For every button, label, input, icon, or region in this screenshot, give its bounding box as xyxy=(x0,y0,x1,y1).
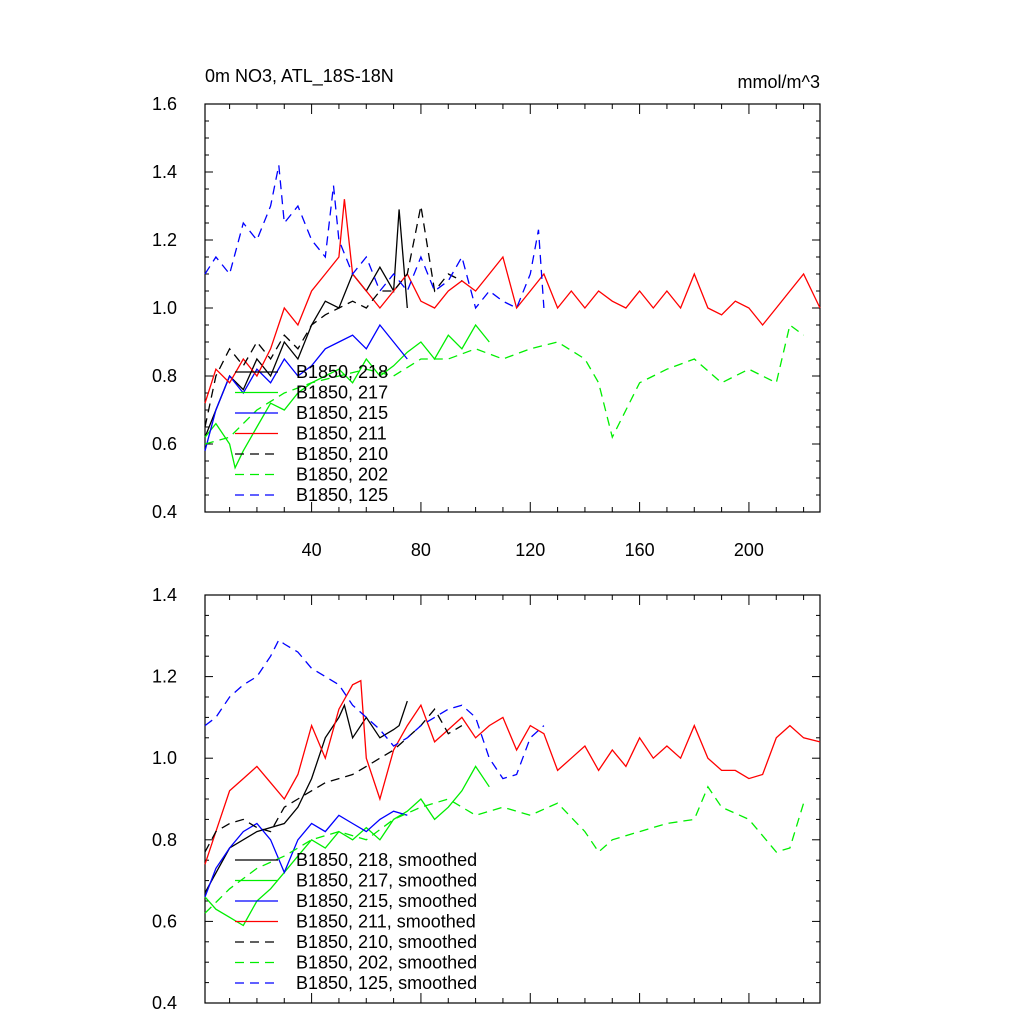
legend-label: B1850, 215 xyxy=(296,403,388,423)
x-tick-label: 160 xyxy=(625,540,655,560)
x-tick-label: 200 xyxy=(734,540,764,560)
y-tick-label: 0.4 xyxy=(152,993,177,1013)
legend-label: B1850, 218 xyxy=(296,362,388,382)
legend-label: B1850, 217 xyxy=(296,383,388,403)
x-tick-label: 80 xyxy=(411,540,431,560)
legend-label: B1850, 211 xyxy=(296,424,387,444)
series-line xyxy=(204,323,804,445)
x-tick-label: 40 xyxy=(302,540,322,560)
y-tick-label: 1.2 xyxy=(152,230,177,250)
y-tick-label: 1.4 xyxy=(152,162,177,182)
y-tick-label: 0.8 xyxy=(152,366,177,386)
units-label: mmol/m^3 xyxy=(738,72,820,92)
legend-label: B1850, 215, smoothed xyxy=(296,891,477,911)
top-panel: 0.4 0.6 0.8 1.0 1.2 1.4 1.6 40 80 120 160 200 B1850,… xyxy=(152,94,821,560)
y-tick-label: 0.8 xyxy=(152,830,177,850)
legend-label: B1850, 210 xyxy=(296,444,388,464)
chart-title: 0m NO3, ATL_18S-18N xyxy=(205,66,394,87)
legend-label: B1850, 125, smoothed xyxy=(296,973,477,993)
y-tick-label: 1.0 xyxy=(152,298,177,318)
legend-label: B1850, 125 xyxy=(296,485,388,505)
series-line xyxy=(204,199,821,404)
series-line xyxy=(204,323,490,470)
series-line xyxy=(204,205,463,428)
y-tick-label: 0.4 xyxy=(152,502,177,522)
legend-label: B1850, 211, smoothed xyxy=(296,912,476,932)
legend-label: B1850, 218, smoothed xyxy=(296,850,477,870)
series-line xyxy=(204,785,805,914)
y-tick-label: 1.4 xyxy=(152,585,177,605)
series-line xyxy=(204,323,408,451)
legend-label: B1850, 202, smoothed xyxy=(296,953,477,973)
y-tick-label: 1.0 xyxy=(152,748,177,768)
y-tick-label: 1.2 xyxy=(152,667,177,687)
y-tick-label: 1.6 xyxy=(152,94,177,114)
legend-label: B1850, 210, smoothed xyxy=(296,932,477,952)
series-line xyxy=(204,765,490,927)
y-tick-label: 0.6 xyxy=(152,434,177,454)
series-line xyxy=(204,708,463,853)
series-line xyxy=(204,638,545,780)
series-line xyxy=(204,810,408,898)
series-line xyxy=(204,700,408,894)
series-line xyxy=(204,679,821,865)
legend-label: B1850, 217, smoothed xyxy=(296,871,477,891)
series-line xyxy=(204,165,545,310)
x-tick-label: 120 xyxy=(515,540,545,560)
legend-label: B1850, 202 xyxy=(296,465,388,485)
y-tick-label: 0.6 xyxy=(152,911,177,931)
